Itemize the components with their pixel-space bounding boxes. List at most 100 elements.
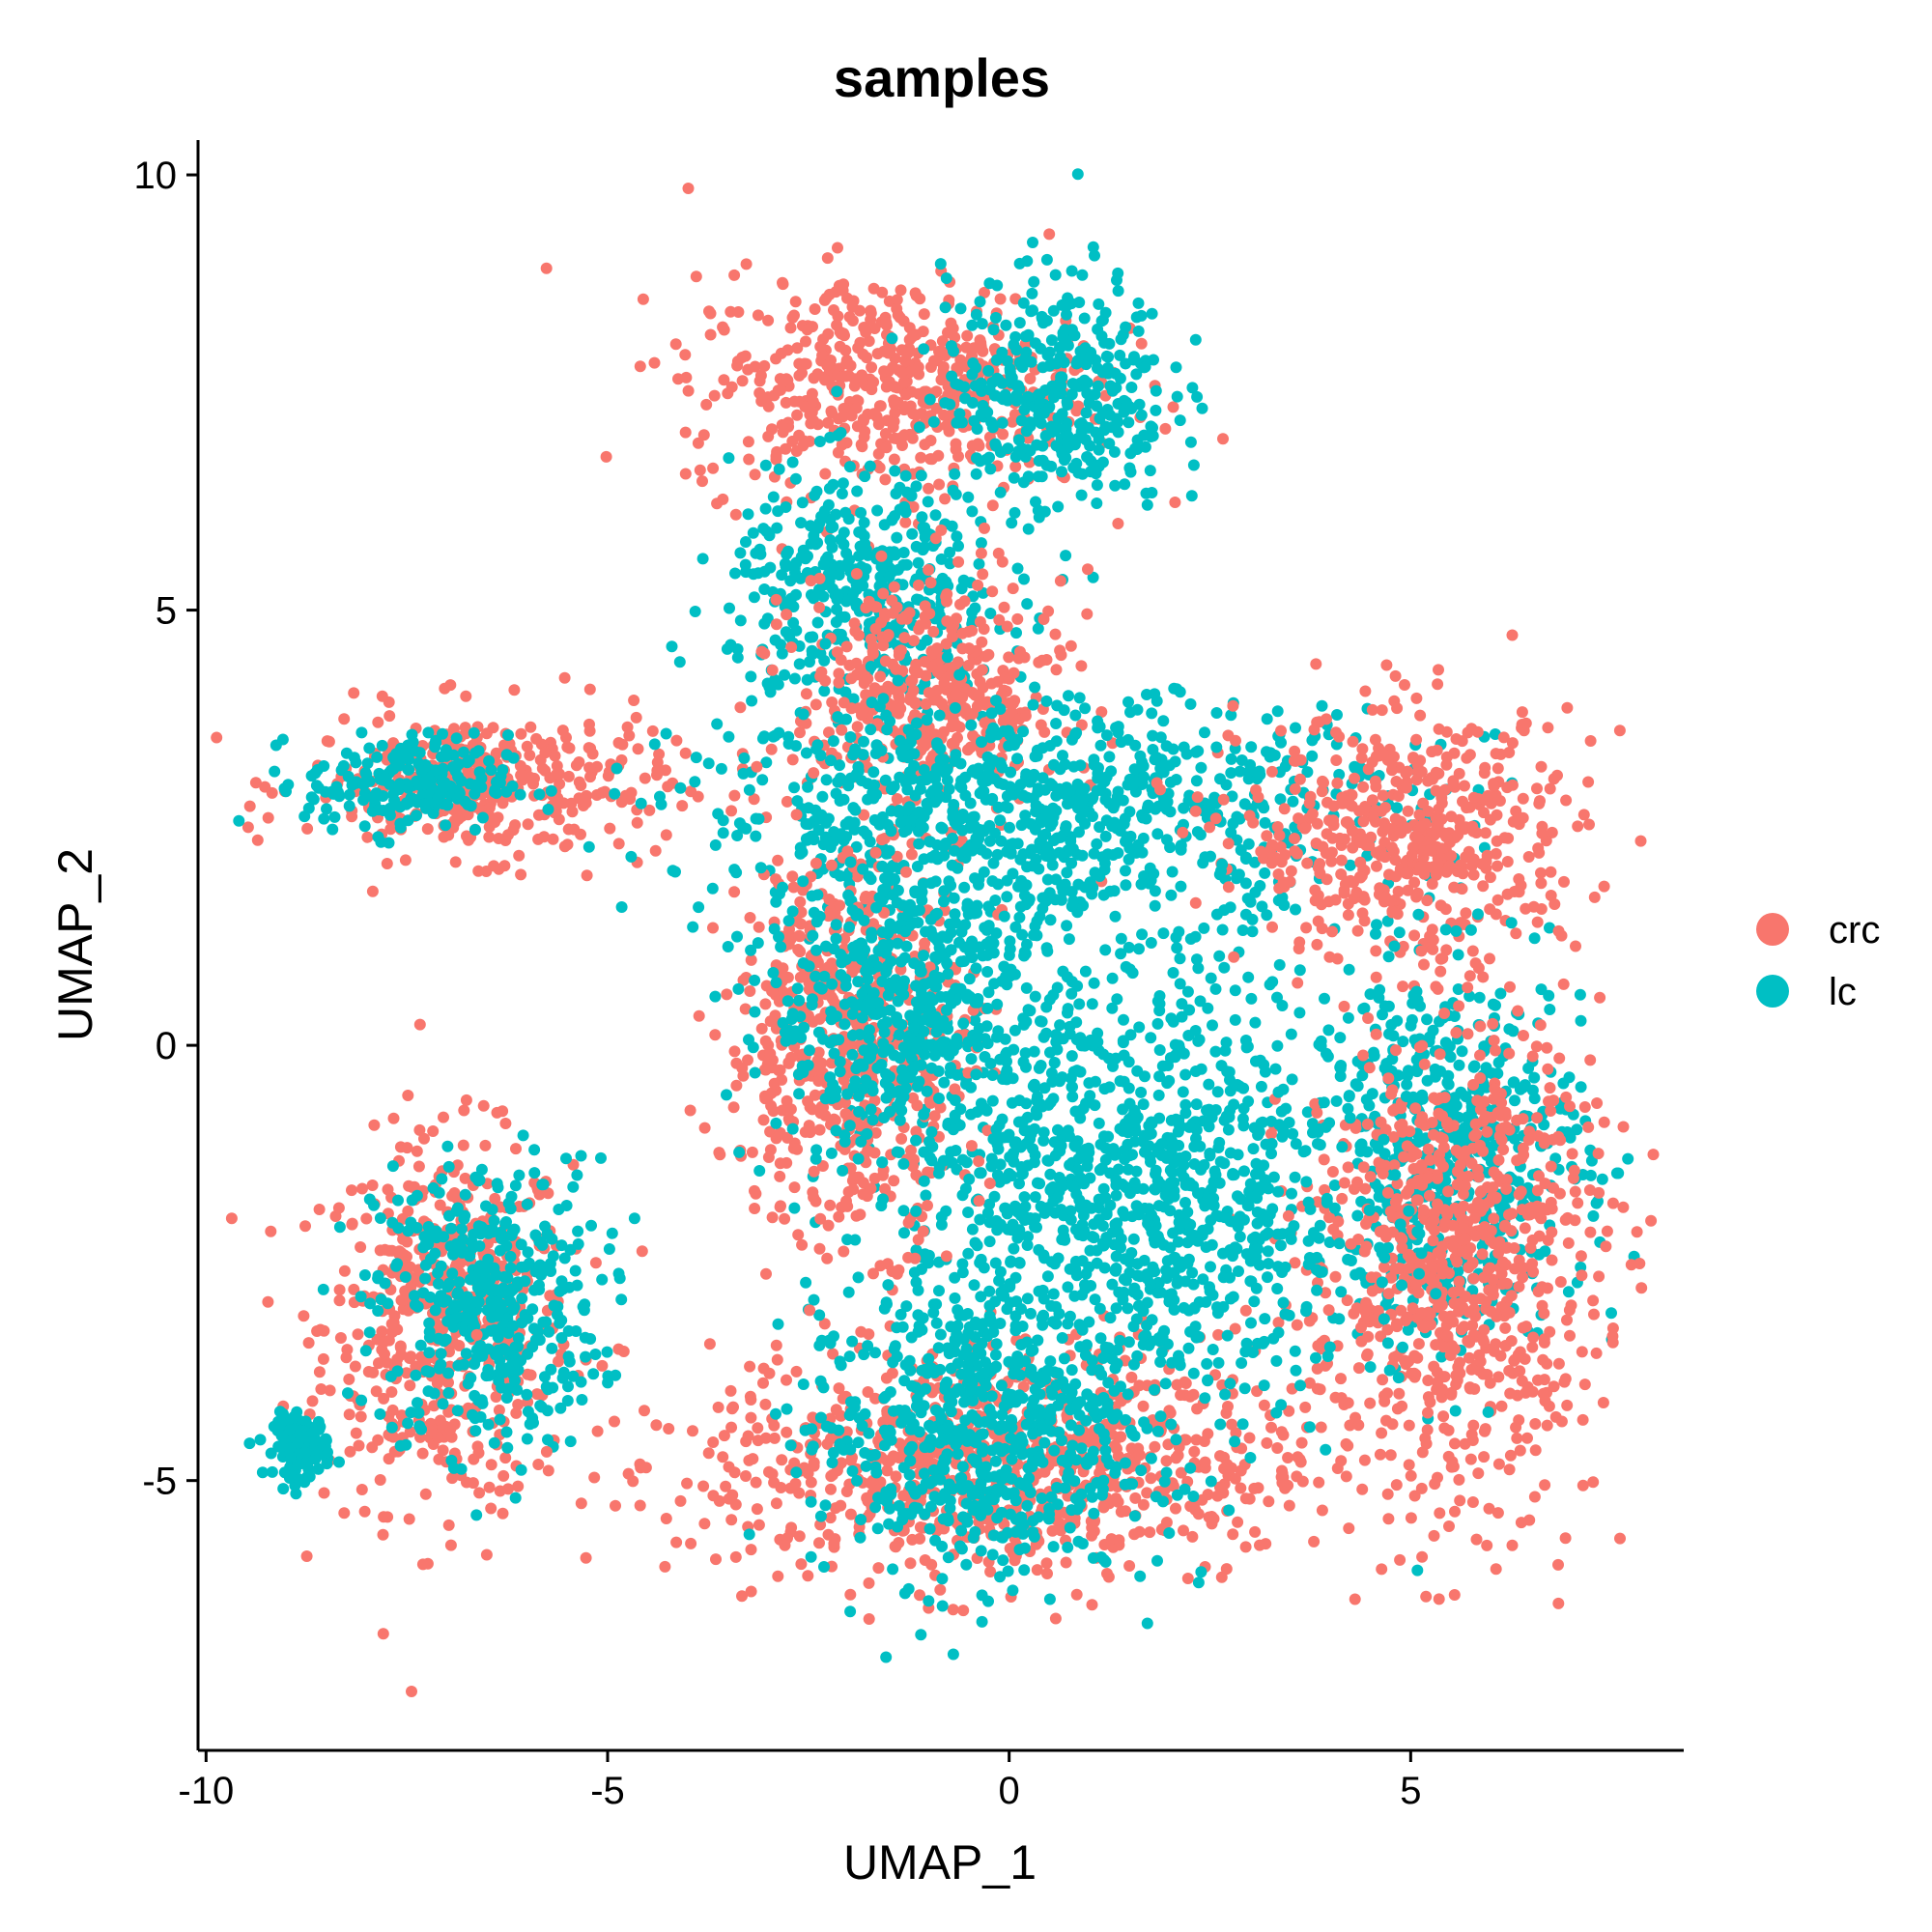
point-lc — [595, 1151, 607, 1164]
point-lc — [441, 1140, 454, 1152]
point-crc — [844, 359, 857, 372]
point-crc — [833, 668, 845, 680]
point-crc — [732, 306, 745, 318]
point-lc — [1158, 799, 1171, 811]
point-crc — [251, 834, 264, 846]
point-lc — [943, 783, 955, 795]
point-crc — [781, 795, 793, 808]
point-crc — [1459, 780, 1470, 792]
point-crc — [1338, 1000, 1350, 1012]
point-crc — [1379, 891, 1392, 903]
point-crc — [946, 623, 958, 635]
point-crc — [379, 1243, 391, 1256]
point-lc — [854, 578, 867, 590]
point-lc — [839, 506, 852, 519]
point-crc — [1289, 833, 1300, 844]
point-crc — [515, 727, 527, 740]
point-lc — [413, 747, 426, 759]
point-lc — [997, 725, 1009, 737]
point-crc — [879, 655, 892, 668]
point-lc — [750, 830, 762, 842]
point-crc — [991, 675, 1004, 688]
point-lc — [394, 821, 407, 834]
point-lc — [512, 1332, 525, 1345]
point-lc — [1268, 749, 1281, 761]
point-crc — [1335, 797, 1348, 810]
point-crc — [562, 770, 575, 782]
point-crc — [651, 764, 664, 777]
point-lc — [500, 1392, 513, 1404]
point-lc — [1331, 709, 1343, 721]
point-crc — [352, 1328, 364, 1341]
point-lc — [458, 1296, 470, 1309]
point-crc — [1421, 895, 1434, 907]
point-crc — [346, 810, 358, 823]
point-crc — [376, 690, 388, 702]
point-lc — [585, 1219, 597, 1232]
point-lc — [1089, 388, 1101, 401]
point-lc — [284, 1464, 297, 1477]
point-crc — [1331, 952, 1344, 965]
point-lc — [724, 602, 735, 614]
point-lc — [962, 491, 975, 503]
point-lc — [947, 484, 959, 497]
point-crc — [951, 612, 962, 625]
point-crc — [573, 756, 585, 768]
point-lc — [913, 838, 925, 850]
point-lc — [740, 566, 753, 579]
point-crc — [840, 640, 853, 653]
point-crc — [442, 1406, 455, 1418]
point-lc — [541, 1228, 554, 1240]
point-lc — [1094, 739, 1107, 752]
point-lc — [757, 523, 770, 535]
point-lc — [355, 1291, 367, 1303]
point-lc — [1030, 496, 1041, 508]
point-crc — [580, 1551, 592, 1564]
point-crc — [1408, 929, 1421, 942]
point-lc — [456, 1223, 468, 1236]
point-crc — [950, 443, 962, 456]
point-lc — [560, 1152, 572, 1165]
point-crc — [927, 625, 940, 638]
point-crc — [904, 694, 917, 706]
point-lc — [800, 747, 812, 759]
point-lc — [949, 468, 961, 480]
point-lc — [1174, 686, 1186, 698]
point-crc — [332, 1202, 345, 1214]
point-lc — [648, 738, 661, 751]
point-lc — [533, 788, 546, 801]
point-lc — [1145, 431, 1157, 442]
point-lc — [1157, 715, 1170, 727]
point-lc — [1103, 337, 1116, 350]
point-lc — [843, 461, 856, 473]
point-lc — [1025, 305, 1037, 318]
point-lc — [804, 656, 815, 668]
point-lc — [500, 1426, 513, 1438]
point-crc — [940, 419, 952, 432]
point-crc — [439, 682, 451, 695]
point-crc — [460, 690, 472, 702]
point-crc — [544, 772, 556, 784]
point-crc — [401, 1142, 413, 1154]
point-crc — [373, 1357, 384, 1370]
point-lc — [1306, 750, 1319, 762]
point-lc — [864, 460, 876, 472]
point-crc — [442, 1519, 455, 1531]
point-lc — [1073, 692, 1086, 704]
point-lc — [628, 1212, 640, 1225]
point-lc — [445, 1454, 458, 1466]
point-lc — [1184, 436, 1197, 448]
point-lc — [915, 469, 927, 482]
point-crc — [211, 731, 223, 744]
point-lc — [374, 1212, 386, 1224]
point-lc — [990, 695, 1002, 707]
point-crc — [939, 493, 952, 505]
point-crc — [473, 1487, 486, 1499]
point-crc — [499, 1452, 512, 1464]
point-lc — [517, 1129, 529, 1142]
point-crc — [434, 1199, 446, 1211]
point-lc — [515, 1463, 527, 1476]
point-lc — [1137, 832, 1150, 844]
point-lc — [833, 569, 845, 582]
point-lc — [1115, 932, 1127, 945]
